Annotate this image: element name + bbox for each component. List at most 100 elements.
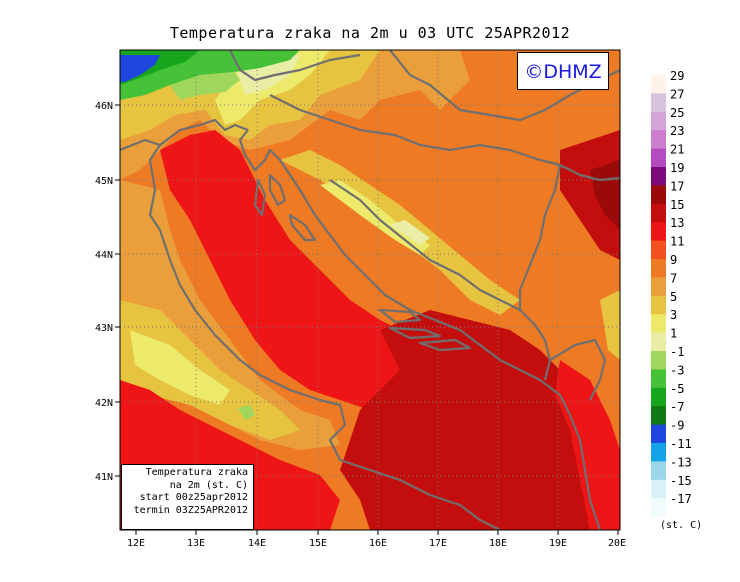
info-box: Temperatura zraka na 2m (st. C) start 00… <box>121 464 254 530</box>
colorbar-label: -17 <box>670 492 692 506</box>
colorbar-label: 5 <box>670 290 677 304</box>
colorbar-swatch <box>651 351 666 370</box>
colorbar-label: -13 <box>670 455 692 469</box>
x-tick-label: 12E <box>127 538 145 549</box>
x-tick-label: 15E <box>309 538 327 549</box>
info-line-variable: Temperatura zraka <box>145 467 248 478</box>
x-tick-label: 17E <box>429 538 447 549</box>
colorbar-label: 25 <box>670 106 684 120</box>
x-tick-labels: 12E 13E 14E 15E 16E 17E 18E 19E 20E <box>127 538 626 549</box>
colorbar-swatch <box>651 203 666 223</box>
colorbar-label: 7 <box>670 271 677 285</box>
coast-montenegro-albania <box>539 379 602 530</box>
plot-frame <box>119 49 621 531</box>
x-tick-label: 14E <box>248 538 266 549</box>
colorbar-swatch <box>651 75 666 94</box>
island-krk <box>268 173 287 207</box>
coast-gargano <box>328 424 501 530</box>
x-tick-label: 19E <box>549 538 567 549</box>
colorbar-units: (st. C) <box>660 520 703 531</box>
info-line-level: na 2m (st. C) <box>169 479 248 491</box>
field-paleyellow-italy <box>130 330 230 405</box>
colorbar-label: 3 <box>670 308 677 322</box>
island-pag <box>288 213 317 242</box>
colorbar-swatch <box>651 259 666 278</box>
colorbar-label: -1 <box>670 345 684 359</box>
x-tick-label: 13E <box>187 538 205 549</box>
colorbar-swatch <box>651 461 666 481</box>
colorbar-swatch <box>651 332 666 352</box>
border-slovenia <box>229 50 361 82</box>
y-tick-label: 41N <box>95 472 113 483</box>
border-kosovo <box>549 338 607 401</box>
island-korcula <box>418 338 472 352</box>
graticule <box>120 50 620 530</box>
border-montenegro <box>519 309 552 381</box>
colorbar-label: -9 <box>670 419 684 433</box>
coast-istria <box>238 129 301 191</box>
coast-italy-east <box>148 144 347 426</box>
field-darkred-south <box>340 310 620 530</box>
dhmz-watermark: ©DHMZ <box>517 52 609 90</box>
colorbar-swatch <box>651 424 666 444</box>
colorbar-swatch <box>651 93 666 113</box>
colorbar-swatch <box>651 314 666 334</box>
colorbar-label: -5 <box>670 382 684 396</box>
colorbar-label: -7 <box>670 400 684 414</box>
y-tick-label: 45N <box>95 176 113 187</box>
colorbar-swatch <box>651 406 666 426</box>
colorbar-swatch <box>651 240 666 260</box>
colorbar-label: 11 <box>670 235 684 249</box>
border-serbia <box>559 164 620 182</box>
y-tick-label: 42N <box>95 398 113 409</box>
colorbar-swatch <box>651 369 666 389</box>
field-red-adriatic <box>160 130 420 410</box>
field-red-albania-coast <box>555 360 620 530</box>
colorbar-label: -15 <box>670 474 692 488</box>
y-tick-label: 43N <box>95 323 113 334</box>
field-darkred-east <box>590 160 620 230</box>
colorbar-label: 23 <box>670 124 684 138</box>
y-tick-label: 44N <box>95 250 113 261</box>
field-light-dinarides <box>390 220 430 245</box>
colorbar-label: 13 <box>670 216 684 230</box>
border-bosnia-south <box>329 179 521 311</box>
border-croatia-north <box>269 94 561 167</box>
info-line-valid: termin 03Z25APR2012 <box>133 504 248 516</box>
y-tick-label: 46N <box>95 101 113 112</box>
colorbar-swatch <box>651 443 666 462</box>
coast-italy-northeast <box>120 118 249 152</box>
info-line-start: start 00z25apr2012 <box>139 492 248 503</box>
coast-dalmatia <box>299 189 541 381</box>
field-orange-albania <box>520 310 620 420</box>
island-brac <box>378 308 422 324</box>
island-hvar <box>388 326 442 340</box>
colorbar-swatch <box>651 111 666 131</box>
colorbar-label: -11 <box>670 437 692 451</box>
colorbar-swatch <box>651 148 666 168</box>
border-bosnia-east <box>518 164 562 310</box>
colorbar-swatch <box>651 498 666 518</box>
colorbar-label: 19 <box>670 161 684 175</box>
x-tick-label: 18E <box>489 538 507 549</box>
colorbar-label: 1 <box>670 327 677 341</box>
field-lightgreen-italy <box>238 405 255 420</box>
field-blue-alps <box>120 55 160 82</box>
colorbar-swatch <box>651 387 666 407</box>
colorbar-label: 29 <box>670 69 684 83</box>
colorbar: 29 27 25 23 21 19 17 15 13 11 9 7 5 3 1 -1 -3 -5 -7 -9 -11 -1… <box>651 69 692 518</box>
x-tick-label: 16E <box>369 538 387 549</box>
colorbar-swatch <box>651 277 666 297</box>
colorbar-label: 17 <box>670 179 684 193</box>
field-paleyellow-dinarides <box>320 180 430 255</box>
island-cres <box>253 178 267 217</box>
colorbar-swatch <box>651 479 666 499</box>
colorbar-label: 15 <box>670 198 684 212</box>
colorbar-swatch <box>651 295 666 315</box>
x-tick-label: 20E <box>608 538 626 549</box>
colorbar-label: -3 <box>670 363 684 377</box>
field-red-east <box>560 130 620 260</box>
map-title: Temperatura zraka na 2m u 03 UTC 25APR20… <box>169 24 571 42</box>
field-yellow-albania <box>600 290 620 360</box>
colorbar-swatch <box>651 130 666 150</box>
